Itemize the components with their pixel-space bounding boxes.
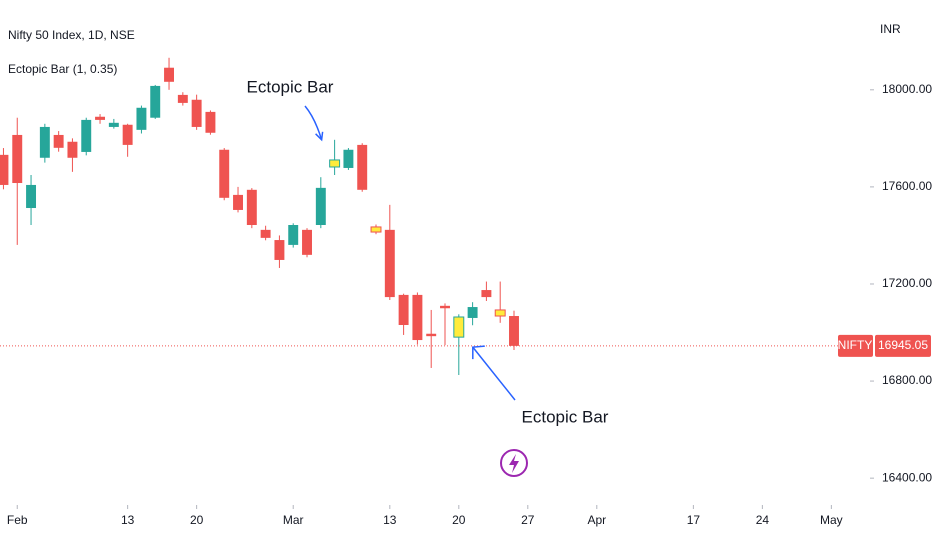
candle-body	[509, 316, 519, 346]
x-tick-label: 13	[121, 513, 135, 527]
candle-body	[315, 187, 326, 225]
candle-body	[233, 194, 243, 210]
candle-body	[205, 111, 216, 133]
x-tick-label: 20	[190, 513, 204, 527]
candle-body	[122, 124, 133, 145]
y-tick-label: 17600.00	[882, 179, 932, 193]
candle-body	[426, 333, 437, 337]
y-tick-label: 16400.00	[882, 470, 932, 484]
candle-body	[481, 290, 492, 298]
candle-body	[494, 309, 506, 317]
annotation: Ectopic Bar	[522, 407, 609, 426]
candle-body	[219, 149, 230, 198]
price-box	[875, 334, 931, 357]
candle-body	[191, 99, 202, 127]
candle-body	[370, 226, 382, 233]
candle-body	[53, 134, 64, 148]
indicator-label: Ectopic Bar (1, 0.35)	[8, 62, 117, 76]
candle-body	[164, 67, 174, 82]
x-tick-label: 27	[521, 513, 535, 527]
candle-body	[440, 305, 450, 309]
candle-body	[260, 229, 271, 238]
x-tick-label: 20	[452, 513, 466, 527]
candle-body	[302, 229, 312, 255]
symbol-label: NIFTY	[838, 338, 873, 352]
candle-body	[95, 116, 106, 120]
chart-title: Nifty 50 Index, 1D, NSE	[8, 28, 135, 42]
candle-body	[136, 107, 147, 130]
y-tick-label: 17200.00	[882, 276, 932, 290]
candle-body	[288, 225, 299, 245]
candle-body	[0, 154, 9, 185]
candle-body	[274, 240, 285, 260]
candle-body	[12, 134, 23, 184]
x-tick-label: Feb	[7, 513, 28, 527]
y-tick-label: 16800.00	[882, 373, 932, 387]
annotation-arrow	[472, 346, 516, 401]
x-tick-label: May	[820, 513, 843, 527]
candle-body	[343, 149, 354, 168]
x-tick-label: 13	[383, 513, 397, 527]
candle-body	[67, 141, 78, 158]
candle-body	[467, 307, 478, 318]
candle-body	[39, 126, 50, 158]
symbol-box	[838, 334, 873, 357]
candle-body	[246, 189, 257, 225]
arrow-head	[315, 131, 324, 142]
x-tick-label: 17	[687, 513, 701, 527]
candle-body	[26, 184, 37, 209]
candle-body	[357, 144, 368, 190]
price-label: 16945.05	[878, 338, 928, 352]
candle-body	[329, 159, 341, 168]
lightning-bolt	[509, 454, 519, 473]
candle-body	[108, 122, 119, 127]
x-tick-label: Mar	[283, 513, 304, 527]
annotation: Ectopic Bar	[247, 77, 334, 96]
candle-body	[453, 316, 465, 338]
annotation-arrow	[304, 105, 323, 141]
event-icon[interactable]	[500, 449, 528, 477]
candle-body	[398, 294, 409, 325]
currency-label: INR	[880, 22, 901, 36]
y-tick-label: 18000.00	[882, 82, 932, 96]
candle-body	[412, 294, 423, 341]
candle-body	[177, 94, 188, 103]
x-tick-label: 24	[756, 513, 770, 527]
candle-body	[150, 85, 161, 118]
x-tick-label: Apr	[587, 513, 606, 527]
candle-body	[384, 229, 395, 298]
candle-body	[81, 119, 92, 152]
arrow-head	[472, 345, 485, 360]
